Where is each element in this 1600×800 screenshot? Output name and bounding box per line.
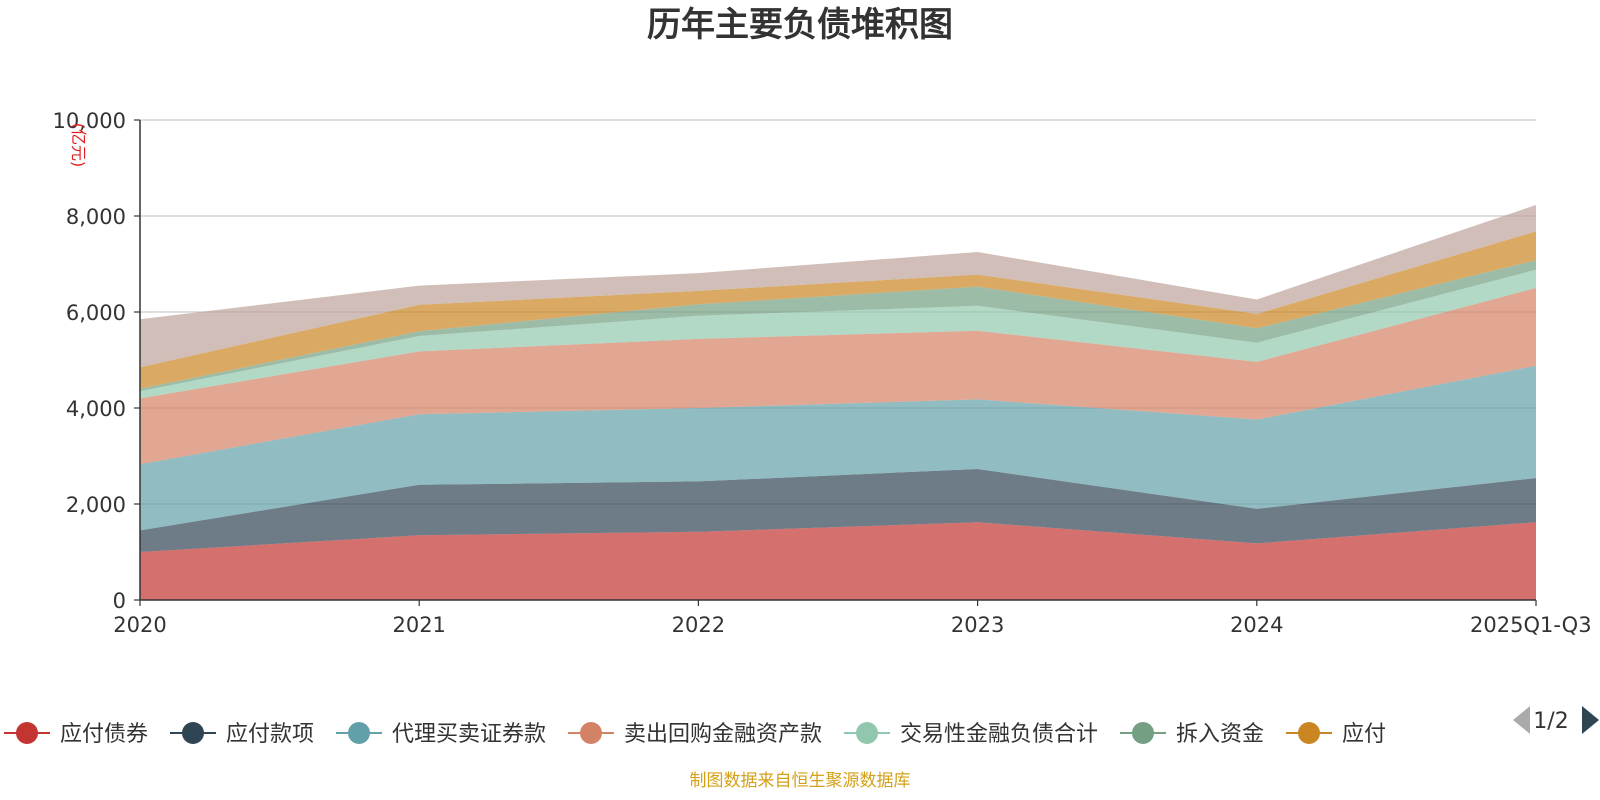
x-tick-label: 2025Q1-Q3: [1470, 613, 1592, 637]
area-series-1[interactable]: [140, 522, 1536, 600]
legend-marker-icon: [1132, 722, 1154, 744]
legend-item-2[interactable]: 应付款项: [170, 722, 314, 747]
legend-pager[interactable]: 1/2: [1513, 706, 1599, 734]
x-tick-label: 2022: [672, 613, 725, 637]
legend-item-5[interactable]: 交易性金融负债合计: [844, 722, 1098, 747]
y-tick-label: 4,000: [66, 397, 126, 421]
triangle-right-icon[interactable]: [1582, 706, 1599, 734]
area-series-5[interactable]: [140, 269, 1536, 399]
legend-marker-icon: [16, 722, 38, 744]
triangle-left-icon[interactable]: [1513, 706, 1530, 734]
axes: 0 2,000 4,000 6,000 8,000 10,000 2020 2021 2022 2…: [53, 109, 1592, 637]
y-tick-label: 6,000: [66, 301, 126, 325]
x-tick-label: 2023: [951, 613, 1004, 637]
y-tick-label: 2,000: [66, 493, 126, 517]
legend[interactable]: 应付债券 应付款项 代理买卖证券款 卖出回购金融资产款 交易性金融负债合计 拆入资金 应付: [4, 722, 1386, 747]
source-note: 制图数据来自恒生聚源数据库: [690, 771, 911, 791]
legend-page-indicator: 1/2: [1533, 709, 1568, 734]
y-axis-unit-label: (亿元): [69, 123, 88, 168]
legend-label: 代理买卖证券款: [392, 722, 546, 747]
legend-label: 卖出回购金融资产款: [624, 722, 822, 747]
legend-marker-icon: [856, 722, 878, 744]
legend-marker-icon: [580, 722, 602, 744]
area-series-8[interactable]: [140, 205, 1536, 368]
y-tick-label: 8,000: [66, 205, 126, 229]
legend-marker-icon: [182, 722, 204, 744]
y-tick-label: 10,000: [53, 109, 126, 133]
legend-item-7[interactable]: 应付: [1286, 722, 1386, 747]
legend-marker-icon: [348, 722, 370, 744]
x-tick-label: 2024: [1230, 613, 1283, 637]
area-series-2[interactable]: [140, 469, 1536, 552]
legend-item-4[interactable]: 卖出回购金融资产款: [568, 722, 822, 747]
legend-item-3[interactable]: 代理买卖证券款: [336, 722, 546, 747]
legend-label: 应付款项: [226, 722, 314, 747]
legend-marker-icon: [1298, 722, 1320, 744]
legend-item-1[interactable]: 应付债券: [4, 722, 148, 747]
legend-item-6[interactable]: 拆入资金: [1120, 722, 1264, 747]
y-tick-label: 0: [113, 589, 126, 613]
x-tick-label: 2021: [392, 613, 445, 637]
area-series-3[interactable]: [140, 365, 1536, 531]
area-series-7[interactable]: [140, 231, 1536, 389]
legend-label: 交易性金融负债合计: [900, 722, 1098, 747]
legend-label: 应付: [1342, 722, 1386, 747]
stacked-areas[interactable]: [140, 205, 1536, 600]
area-series-4[interactable]: [140, 288, 1536, 465]
chart-title: 历年主要负债堆积图: [647, 5, 953, 45]
x-tick-label: 2020: [113, 613, 166, 637]
legend-label: 应付债券: [60, 722, 148, 747]
legend-label: 拆入资金: [1176, 722, 1264, 747]
